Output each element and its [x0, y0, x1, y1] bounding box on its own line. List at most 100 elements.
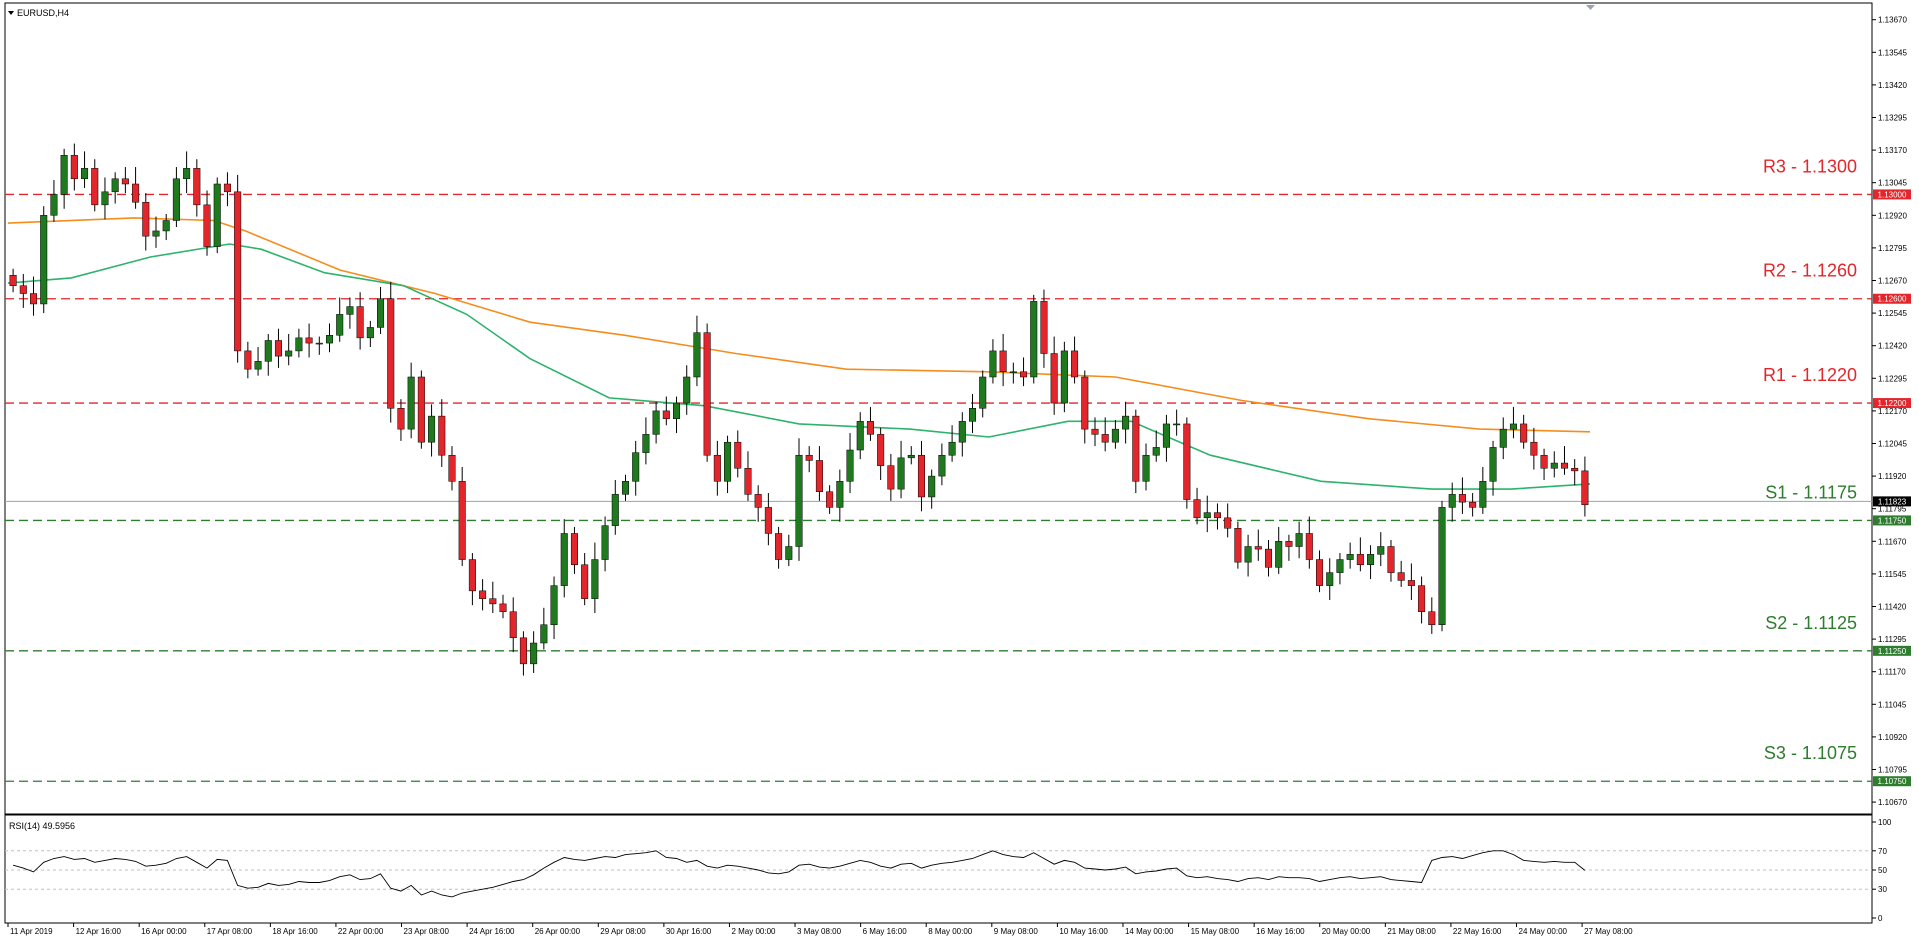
level-label-s1: S1 - 1.1175	[1765, 482, 1857, 502]
candle-body	[336, 314, 344, 336]
candle-body	[458, 481, 466, 560]
candle-body	[60, 155, 68, 195]
candle-body	[356, 306, 364, 339]
candle-body	[979, 376, 987, 409]
time-label: 26 Apr 00:00	[535, 927, 581, 936]
candle-body	[989, 350, 997, 378]
candle-body	[1407, 580, 1415, 586]
price-tick-label: 1.13295	[1878, 113, 1907, 122]
price-tick-label: 1.12420	[1878, 342, 1907, 351]
candle-body	[764, 507, 772, 534]
candle-body	[172, 178, 180, 221]
level-price-box-r3	[1873, 189, 1911, 200]
candle-body	[1050, 353, 1058, 404]
candle-body	[1020, 371, 1028, 378]
candle-body	[223, 183, 231, 193]
level-price-box-label-s1: 1.11750	[1878, 516, 1907, 525]
time-label: 24 Apr 16:00	[469, 927, 515, 936]
candle-body	[938, 454, 946, 477]
candle-body	[9, 275, 17, 286]
candle-body	[1346, 554, 1354, 560]
candle-body	[652, 410, 660, 435]
candle-body	[591, 559, 599, 599]
candle-body	[1295, 533, 1303, 547]
candle-body	[540, 624, 548, 644]
candle-body	[662, 410, 670, 419]
candle-body	[877, 434, 885, 466]
candle-body	[887, 465, 895, 490]
level-price-box-s2	[1873, 645, 1911, 656]
candle-body	[1316, 559, 1324, 586]
candle-body	[448, 454, 456, 482]
candle-body	[907, 454, 915, 459]
candle-body	[693, 332, 701, 378]
candle-body	[111, 178, 119, 193]
time-label: 14 May 00:00	[1125, 927, 1174, 936]
candle-body	[1244, 546, 1252, 563]
time-label: 3 May 08:00	[797, 927, 842, 936]
price-tick-label: 1.11795	[1878, 505, 1907, 514]
price-tick-label: 1.12795	[1878, 244, 1907, 253]
level-price-box-label-r1: 1.12200	[1878, 399, 1907, 408]
candle-body	[805, 454, 813, 461]
candle-body	[897, 457, 905, 490]
candle-body	[968, 408, 977, 422]
time-label: 9 May 08:00	[994, 927, 1039, 936]
time-label: 10 May 16:00	[1059, 927, 1108, 936]
candle-body	[121, 178, 129, 185]
candle-body	[30, 293, 38, 305]
candle-body	[1009, 371, 1017, 374]
candle-body	[846, 449, 854, 482]
candle-body	[489, 598, 497, 605]
candle-body	[1275, 541, 1283, 568]
level-label-r3: R3 - 1.1300	[1763, 156, 1857, 176]
candles-layer	[9, 143, 1589, 676]
rsi-tick-label: 50	[1878, 866, 1887, 875]
candle-body	[1540, 454, 1548, 469]
price-tick-label: 1.10795	[1878, 765, 1907, 774]
candle-body	[611, 494, 619, 526]
candle-body	[1377, 546, 1385, 555]
candle-body	[856, 421, 864, 451]
level-price-box-r1	[1873, 398, 1911, 409]
chart-shift-marker-icon	[1586, 5, 1595, 10]
ma-slow-line	[7, 217, 1591, 433]
level-price-box-label-r3: 1.13000	[1878, 190, 1907, 199]
candle-body	[387, 298, 395, 409]
time-label: 17 Apr 08:00	[207, 927, 253, 936]
candle-body	[479, 590, 487, 599]
candle-body	[1499, 428, 1507, 448]
candle-body	[754, 494, 762, 508]
level-price-box-r2	[1873, 293, 1911, 304]
candle-body	[1469, 501, 1477, 508]
candle-body	[632, 452, 640, 482]
candle-body	[1193, 499, 1201, 519]
rsi-tick-label: 30	[1878, 885, 1887, 894]
price-tick-label: 1.12670	[1878, 276, 1907, 285]
candle-body	[1509, 423, 1517, 430]
price-tick-label: 1.13420	[1878, 81, 1907, 90]
price-tick-label: 1.10670	[1878, 798, 1907, 807]
rsi-tick-label: 70	[1878, 847, 1887, 856]
candle-body	[1091, 428, 1099, 435]
candle-body	[775, 533, 783, 560]
candle-body	[1173, 423, 1181, 426]
candle-body	[1438, 507, 1446, 625]
symbol-dropdown-icon[interactable]	[8, 11, 14, 15]
candle-body	[499, 603, 507, 612]
levels-layer: R3 - 1.1300 1.13000 R2 - 1.1260 1.12600 R1 -…	[5, 156, 1911, 787]
level-label-r2: R2 - 1.1260	[1763, 261, 1857, 281]
candle-body	[1581, 470, 1589, 506]
candle-body	[142, 202, 150, 237]
price-tick-label: 1.12045	[1878, 439, 1907, 448]
candle-body	[70, 155, 78, 180]
candle-body	[519, 637, 527, 665]
candle-body	[162, 220, 170, 232]
candle-body	[295, 337, 303, 352]
candle-body	[673, 402, 681, 419]
candle-body	[366, 327, 374, 339]
candle-body	[1560, 462, 1568, 469]
candle-body	[132, 183, 140, 203]
candle-body	[1458, 494, 1466, 503]
